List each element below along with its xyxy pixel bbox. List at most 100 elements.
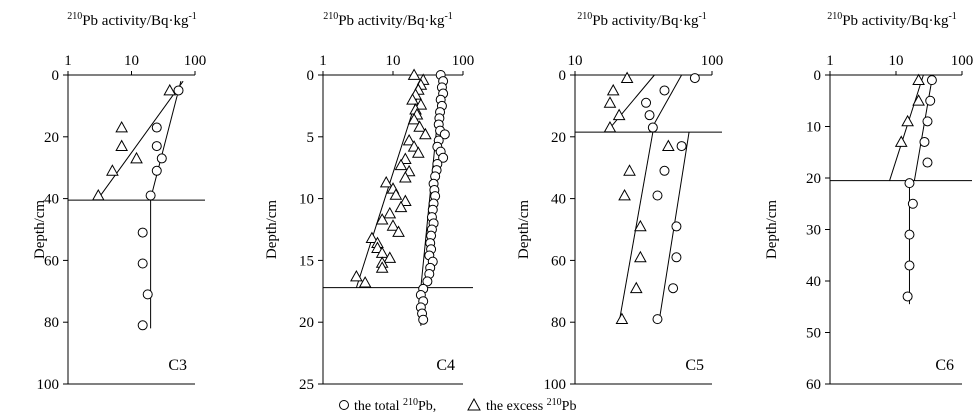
legend-total-suffix: Pb, (418, 399, 436, 414)
legend-total-text: the total (354, 399, 403, 414)
y-tick-label: 60 (806, 377, 821, 393)
total-pb-point (676, 141, 687, 152)
y-tick-label: 25 (299, 377, 314, 393)
excess-pb-point (406, 93, 419, 105)
y-tick-label: 20 (299, 315, 314, 331)
excess-pb-point (618, 188, 631, 201)
excess-pb-point (634, 219, 647, 232)
total-pb-point (137, 227, 148, 238)
x-axis-title-sup: 210 (323, 11, 338, 22)
excess-pb-point (413, 120, 426, 132)
y-tick-label: 20 (551, 130, 566, 146)
excess-pb-point (402, 133, 416, 146)
x-tick-label: 10 (568, 53, 583, 69)
excess-pb-point (623, 164, 636, 176)
excess-pb-point (615, 312, 629, 325)
x-tick-label: 10 (386, 53, 401, 69)
x-axis-title: 210Pb activity/Bq·kg-1 (323, 11, 453, 29)
excess-pb-point (912, 73, 925, 86)
y-tick-label: 0 (307, 68, 315, 84)
legend-total-sup: 210 (403, 397, 418, 408)
excess-pb-point (407, 68, 421, 80)
legend-total-marker (339, 400, 349, 410)
total-pb-point (689, 73, 700, 84)
x-axis-title-sup: 210 (827, 11, 842, 22)
x-tick-label: 100 (951, 53, 974, 69)
excess-pb-point (603, 121, 617, 133)
excess-pb-point (91, 188, 105, 201)
excess-pb-point (383, 251, 397, 263)
excess-pb-point (394, 200, 408, 213)
total-pb-point (902, 291, 913, 302)
chart-panel-c5: 10 100 0 20 40 60 80 100 210Pb activity/Bq·kg-1 D… (516, 11, 723, 393)
x-tick-label: 1 (319, 53, 327, 69)
excess-pb-point (389, 188, 403, 200)
y-tick-label: 80 (44, 315, 59, 331)
legend: the total 210Pb, the excess 210Pb (339, 397, 576, 414)
excess-pb-point (894, 135, 908, 147)
y-tick-label: 50 (806, 326, 821, 342)
excess-pb-point (912, 94, 925, 106)
excess-pb-point (115, 139, 129, 151)
total-pb-point (652, 190, 663, 201)
y-tick-label: 80 (551, 315, 566, 331)
x-axis-title: 210Pb activity/Bq·kg-1 (577, 11, 707, 29)
fit-line (150, 81, 182, 199)
total-pb-point (926, 75, 937, 86)
total-pb-point (652, 314, 663, 325)
excess-pb-point (634, 250, 647, 263)
y-tick-label: 40 (806, 274, 821, 290)
total-pb-point (439, 129, 450, 140)
total-pb-point (641, 97, 652, 108)
y-tick-label: 20 (44, 130, 59, 146)
x-axis-title-sup-post: -1 (444, 11, 452, 22)
fit-line (618, 132, 654, 323)
x-axis-title-sup: 210 (577, 11, 592, 22)
x-axis-title: 210Pb activity/Bq·kg-1 (827, 11, 957, 29)
excess-pb-point (629, 281, 643, 294)
total-pb-point (671, 221, 682, 232)
legend-excess-marker (467, 397, 481, 411)
y-axis-title: Depth/cm (264, 200, 280, 259)
y-tick-label: 0 (559, 68, 567, 84)
x-axis-title-main: Pb activity/Bq·kg (82, 13, 189, 29)
excess-pb-point (603, 96, 617, 108)
legend-excess-label: the excess 210Pb (486, 397, 576, 414)
excess-pb-point (398, 194, 412, 206)
total-pb-point (904, 229, 915, 240)
chart-panel-c6: 1 10 100 0 10 20 30 40 50 60 210Pb activity/Bq·kg-… (764, 11, 973, 393)
total-pb-point (151, 122, 162, 133)
chart-panel-c3: 1 10 100 0 20 40 60 80 100 210Pb activity/Bq·kg-1… (32, 11, 206, 393)
excess-pb-point (163, 83, 177, 96)
total-pb-point (145, 190, 156, 201)
excess-pb-point (392, 225, 405, 237)
fit-line (913, 74, 934, 181)
excess-pb-point (620, 71, 634, 83)
excess-pb-point (414, 98, 428, 110)
legend-total-label: the total 210Pb, (354, 397, 436, 414)
y-axis-title: Depth/cm (32, 200, 48, 259)
excess-pb-point (407, 112, 421, 125)
total-pb-point (659, 165, 670, 176)
excess-pb-point (375, 261, 389, 273)
excess-pb-point (106, 164, 119, 176)
core-label: C6 (935, 357, 954, 374)
total-pb-point (422, 276, 433, 287)
total-pb-point (904, 260, 915, 271)
excess-pb-point (386, 219, 400, 231)
y-axis-title: Depth/cm (516, 200, 532, 259)
total-pb-point (904, 178, 915, 189)
x-axis-title-main: Pb activity/Bq·kg (592, 13, 699, 29)
fit-line (606, 74, 655, 133)
excess-pb-point (901, 114, 914, 127)
y-tick-label: 10 (299, 192, 314, 208)
total-pb-point (668, 283, 679, 294)
x-tick-label: 10 (889, 53, 904, 69)
y-tick-label: 40 (551, 192, 566, 208)
x-axis-title-main: Pb activity/Bq·kg (338, 13, 445, 29)
excess-pb-point (398, 152, 412, 164)
total-pb-point (137, 320, 148, 331)
x-tick-label: 100 (701, 53, 724, 69)
